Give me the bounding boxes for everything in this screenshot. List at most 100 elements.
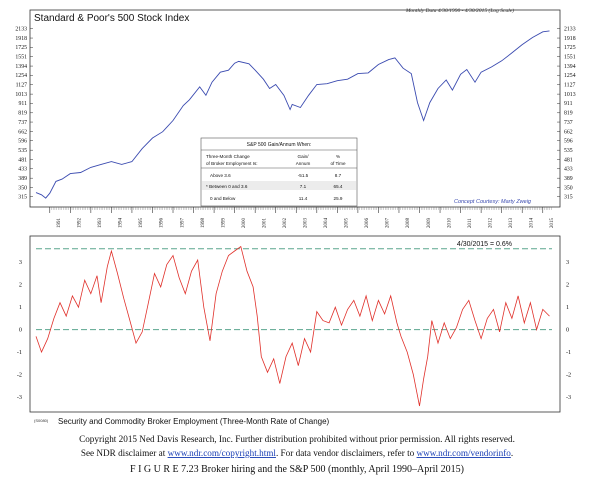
x-year-label: 2012: [488, 218, 493, 229]
top-y-tick-label: 911: [19, 101, 28, 107]
x-year-label: 1991: [57, 218, 62, 229]
x-year-label: 2000: [242, 218, 247, 229]
bottom-right-y-ticks: 3 2 1 0 -1 -2 -3: [566, 259, 571, 401]
disclaimer-end: .: [511, 448, 513, 458]
table-col1-line1: Three-Month Change: [206, 154, 250, 159]
x-year-label: 2011: [468, 218, 473, 228]
top-chart-date-note: Monthly Data 4/30/1990 - 4/30/2015 (Log …: [405, 7, 514, 14]
top-y-tick-label: 596: [18, 139, 27, 145]
top-x-axis: 1991 1992 1993 1994 1995 1996 1997 1998 1999 2000…: [49, 207, 555, 229]
bottom-y-tick-label: -1: [17, 349, 22, 356]
top-y-tick-label: 1254: [15, 73, 27, 79]
x-year-label: 1992: [78, 218, 83, 229]
table-col2-line2: Annum: [296, 161, 311, 166]
top-y-tick-label: 1551: [15, 55, 27, 61]
bottom-y-tick-label-right: 3: [566, 259, 569, 266]
concept-credit: Concept Courtesy: Marty Zweig: [454, 199, 532, 205]
x-year-label: 2013: [509, 218, 514, 229]
table-row-cond: Above 3.6: [210, 173, 231, 178]
x-year-label: 2008: [406, 218, 411, 229]
table-highlight-row: [202, 181, 356, 190]
x-year-label: 2003: [304, 218, 309, 229]
top-y-tick-label-right: 662: [564, 129, 573, 135]
top-y-tick-label: 2133: [15, 27, 27, 33]
x-year-label: 2007: [386, 218, 391, 229]
x-year-label: 2005: [345, 218, 350, 229]
bottom-reference-lines: [36, 248, 552, 331]
bottom-y-tick-label-right: -2: [566, 372, 571, 379]
top-y-tick-label-right: 1725: [564, 45, 576, 51]
x-year-label: 2015: [550, 218, 555, 229]
copyright-link[interactable]: www.ndr.com/copyright.html: [168, 448, 277, 458]
bottom-y-tick-label-right: -1: [566, 349, 571, 356]
bottom-y-tick-label: -3: [17, 394, 22, 401]
top-y-tick-label-right: 315: [564, 195, 573, 201]
table-col3-line2: of Time: [330, 161, 346, 166]
bottom-y-tick-label-right: 0: [566, 327, 569, 334]
bottom-y-tick-label: 0: [19, 327, 22, 334]
top-y-tick-label-right: 1394: [564, 64, 576, 70]
bottom-y-tick-label-right: 2: [566, 282, 569, 289]
bottom-left-y-ticks: 3 2 1 0 -1 -2 -3: [17, 259, 22, 401]
top-y-tick-label-right: 1127: [564, 83, 575, 89]
top-y-tick-label-right: 1918: [564, 36, 576, 42]
top-y-tick-label: 1918: [15, 36, 27, 42]
top-y-tick-label-right: 737: [564, 120, 573, 126]
x-year-label: 2002: [283, 218, 288, 229]
bottom-chart-title: Security and Commodity Broker Employment…: [58, 417, 330, 426]
top-y-tick-label-right: 596: [564, 139, 573, 145]
x-year-label: 1994: [119, 218, 124, 229]
bottom-y-tick-label: -2: [17, 372, 22, 379]
top-y-tick-label: 389: [18, 176, 27, 182]
top-y-tick-label: 662: [18, 129, 27, 135]
table-row-gain: -51.5: [298, 173, 309, 178]
table-col3-line1: %: [336, 154, 340, 159]
top-y-tick-label-right: 1254: [564, 73, 576, 79]
series-id-label: (S0080): [34, 418, 49, 423]
top-y-tick-label-right: 350: [564, 185, 573, 191]
top-left-y-ticks: 2133 1918 1725 1551 1394 1254 1127 1013 911 819 73…: [15, 27, 33, 201]
top-y-tick-label-right: 481: [564, 157, 573, 163]
bottom-y-tick-label: 2: [19, 282, 22, 289]
table-row-pct: 25.9: [334, 196, 343, 201]
copyright-text: Copyright 2015 Ned Davis Research, Inc. …: [79, 434, 515, 444]
bottom-y-tick-label: 3: [19, 259, 22, 266]
top-y-tick-label-right: 389: [564, 176, 573, 182]
top-y-tick-label: 315: [18, 195, 27, 201]
x-year-label: 1998: [201, 218, 206, 229]
top-y-tick-label: 1394: [15, 64, 27, 70]
bottom-y-tick-label-right: 1: [566, 304, 569, 311]
x-year-label: 2009: [427, 218, 432, 229]
bottom-panel-frame: [29, 235, 561, 413]
top-y-tick-label-right: 911: [564, 101, 573, 107]
top-y-tick-label: 433: [18, 167, 27, 173]
gain-table: S&P 500 Gain/Annum When: Three-Month Cha…: [200, 137, 358, 207]
top-chart-title: Standard & Poor's 500 Stock Index: [34, 13, 189, 24]
disclaimer-mid: . For data vendor disclaimers, refer to: [276, 448, 417, 458]
x-year-label: 2001: [262, 218, 267, 229]
top-y-tick-label-right: 535: [564, 148, 573, 154]
x-year-label: 2004: [324, 218, 329, 229]
table-row-pct: 65.4: [334, 184, 343, 189]
x-year-label: 1993: [98, 218, 103, 229]
table-col1-line2: of Broker Employment Is:: [206, 161, 258, 166]
x-year-label: 1997: [180, 218, 185, 229]
table-header: S&P 500 Gain/Annum When:: [247, 142, 312, 148]
top-right-y-ticks: 2133 1918 1725 1551 1394 1254 1127 1013 911 819 73…: [557, 27, 576, 201]
disclaimer-pre: See NDR disclaimer at: [81, 448, 168, 458]
top-y-tick-label: 819: [18, 111, 27, 117]
table-row-gain: 7.1: [300, 184, 307, 189]
latest-value-label: 4/30/2015 = 0.6%: [457, 241, 512, 248]
top-y-tick-label: 350: [18, 185, 27, 191]
top-y-tick-label: 1013: [15, 92, 27, 98]
x-year-label: 1995: [139, 218, 144, 229]
top-y-tick-label-right: 1013: [564, 92, 576, 98]
bottom-y-tick-label-right: -3: [566, 394, 571, 401]
gain-table-frame: [200, 137, 358, 207]
top-y-tick-label-right: 1551: [564, 55, 576, 61]
sp500-series-line: [35, 30, 550, 199]
table-row-cond: * Between 0 and 3.6: [206, 184, 248, 189]
vendorinfo-link[interactable]: www.ndr.com/vendorinfo: [417, 448, 512, 458]
table-row-cond: 0 and Below: [210, 196, 236, 201]
